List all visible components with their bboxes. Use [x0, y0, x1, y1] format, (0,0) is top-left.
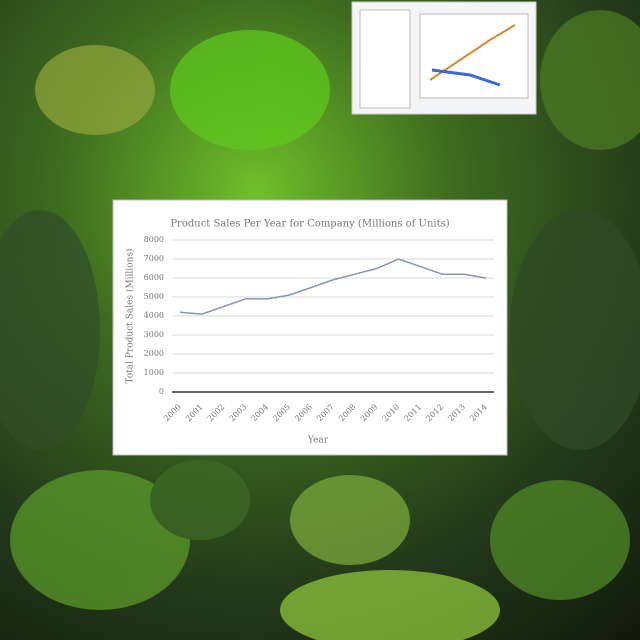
inset-chart: [351, 1, 537, 115]
data-line: [179, 258, 487, 315]
y-tick-label: 0: [159, 387, 164, 396]
chart-panel: [112, 199, 508, 456]
chart-title: Product Sales Per Year for Company (Mill…: [170, 219, 449, 230]
y-axis-label: Total Product Sales (Millions): [125, 248, 136, 383]
y-tick-label: 1000: [144, 368, 164, 377]
y-tick-label: 4000: [144, 311, 164, 320]
y-tick-label: 3000: [144, 330, 164, 339]
y-tick-label: 8000: [144, 235, 164, 244]
y-tick-label: 5000: [144, 292, 164, 301]
x-axis-label: Year: [307, 436, 329, 446]
texture: [0, 10, 640, 640]
y-tick-label: 6000: [144, 273, 164, 282]
y-tick-label: 2000: [144, 349, 164, 358]
y-tick-label: 7000: [144, 254, 164, 263]
